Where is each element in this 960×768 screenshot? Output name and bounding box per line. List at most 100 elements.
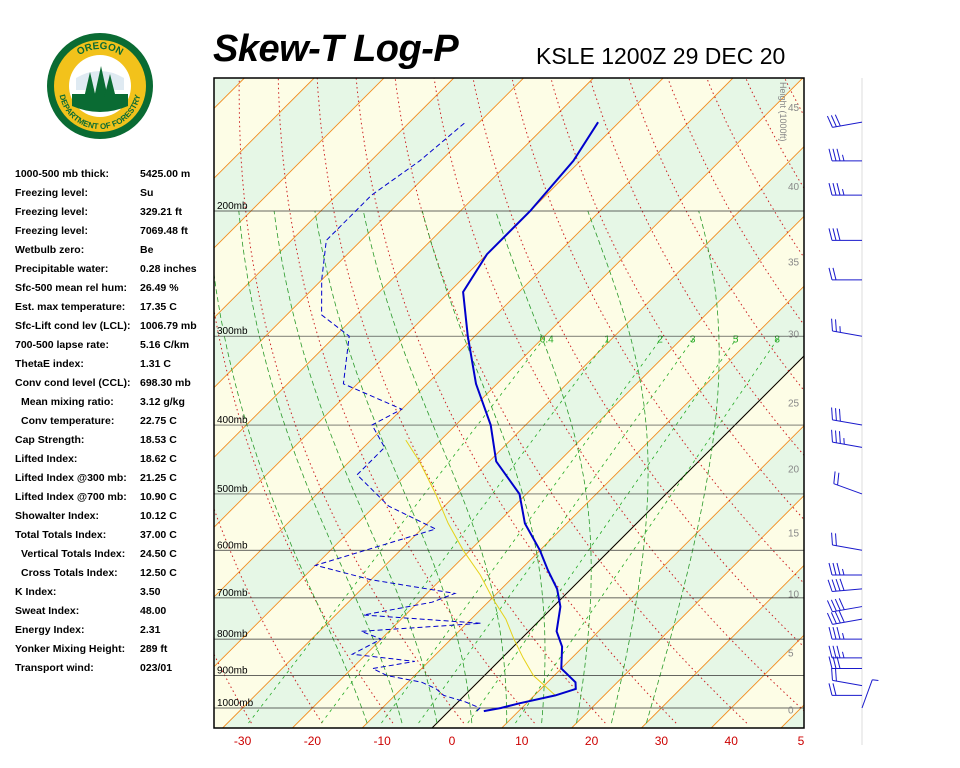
stat-value: 17.35 C (140, 301, 177, 313)
wind-barb-feather (828, 683, 833, 696)
moist-adiabat-line (587, 210, 649, 724)
stat-value: 2.31 (140, 624, 161, 636)
wind-barb-staff (832, 618, 863, 625)
stat-row: 700-500 lapse rate: 5.16 C/km (15, 339, 215, 358)
stat-label: ThetaE index: (15, 358, 84, 370)
wind-barb-feather (835, 668, 837, 682)
isotherm-line (214, 78, 594, 459)
stat-row: Sweat Index: 48.00 (15, 605, 215, 624)
wind-barb-feather (838, 610, 845, 623)
stat-label: Lifted Index @700 mb: (15, 491, 127, 503)
stat-row: Cross Totals Index: 12.50 C (15, 567, 215, 586)
wind-barb-half-feather (872, 679, 879, 681)
stat-value: 10.12 C (140, 510, 177, 522)
isotherm-line (361, 285, 804, 728)
height-tick-label: 5 (788, 648, 794, 659)
wind-barb (831, 429, 863, 448)
stat-row: Est. max temperature: 17.35 C (15, 301, 215, 320)
wind-barb-feather (832, 228, 837, 241)
temperature-profile-line (462, 121, 599, 713)
wind-barb (831, 532, 863, 551)
temperature-band (851, 78, 960, 728)
stat-row: Transport wind: 023/01 (15, 662, 215, 681)
wind-barb-feather (834, 598, 841, 611)
stat-value: 21.25 C (140, 472, 177, 484)
dry-adiabat-line (865, 12, 960, 723)
moist-adiabat-line (238, 210, 403, 724)
stat-value: 18.62 C (140, 453, 177, 465)
stat-row: Freezing level: 7069.48 ft (15, 225, 215, 244)
wind-barb (828, 183, 862, 196)
temperature-band (781, 705, 804, 728)
isotherm-line (214, 78, 385, 249)
wind-barb-feather (831, 429, 833, 443)
sounding-profiles (313, 121, 599, 713)
stat-value: 18.53 C (140, 434, 177, 446)
moist-adiabat-line (421, 210, 546, 724)
dry-adiabat-line (355, 78, 677, 724)
stat-label: Transport wind: (15, 662, 94, 674)
moist-adiabat-line (273, 210, 438, 724)
stat-label: Freezing level: (15, 206, 88, 218)
wind-barb-feather (828, 267, 833, 281)
wind-barb-feather (839, 578, 845, 591)
sounding-indices-panel: 1000-500 mb thick: 5425.00 m Freezing leve… (15, 168, 215, 681)
stat-label: Yonker Mixing Height: (15, 643, 126, 655)
dry-adiabat-line (277, 78, 535, 724)
wind-barb-feather (835, 533, 837, 546)
height-tick-label: 10 (788, 589, 800, 600)
stat-label: Total Totals Index: (15, 529, 107, 541)
stat-label: Freezing level: (15, 187, 88, 199)
stat-value: 1006.79 mb (140, 320, 197, 332)
wind-barb-feather (834, 114, 841, 127)
wind-barb-feather (832, 645, 837, 658)
x-tick-label: -30 (234, 734, 252, 748)
wind-barb-feather (836, 656, 841, 669)
height-tick-label: 45 (788, 103, 800, 114)
wind-barb-feather (830, 115, 837, 127)
wind-barb-feather (827, 579, 833, 592)
dewpoint-profile-line (313, 121, 481, 712)
moist-adiabat-lines (214, 210, 720, 724)
mixing-ratio-label: 8 (774, 334, 780, 345)
isotherm-line (571, 494, 804, 728)
wind-barb-half-feather (842, 651, 845, 658)
moist-adiabat-line (495, 210, 592, 724)
stat-value: 3.50 (140, 586, 161, 598)
stat-row: Lifted Index: 18.62 C (15, 453, 215, 472)
plot-frame (213, 77, 805, 729)
wind-barb-feather (835, 578, 841, 591)
wind-barb-feather (836, 228, 841, 241)
moist-adiabat-line (645, 210, 720, 724)
stat-value: 48.00 (140, 605, 167, 617)
stat-row: Lifted Index @300 mb: 21.25 C (15, 472, 215, 491)
stat-row: Precipitable water: 0.28 inches (15, 263, 215, 282)
wind-barb (828, 626, 862, 640)
stat-label: K Index: (15, 586, 57, 598)
stat-value: 3.12 g/kg (140, 396, 185, 408)
stat-row: Lifted Index @700 mb: 10.90 C (15, 491, 215, 510)
stat-row: Vertical Totals Index: 24.50 C (15, 548, 215, 567)
mixing-ratio-label: 2 (657, 334, 663, 345)
pressure-label: 400mb (217, 415, 248, 426)
dry-adiabat-line (472, 78, 804, 648)
wind-barb-feather (828, 656, 833, 669)
pressure-label: 300mb (217, 326, 248, 337)
mixing-ratio-label: 0.4 (540, 334, 554, 345)
height-tick-label: 30 (788, 330, 800, 341)
stat-row: ThetaE index: 1.31 C (15, 358, 215, 377)
stat-row: Conv cond level (CCL): 698.30 mb (15, 377, 215, 396)
stat-label: 1000-500 mb thick: (15, 168, 109, 180)
wind-barb-feather (836, 562, 841, 576)
isotherm-line (851, 78, 960, 728)
wind-barb-feather (835, 408, 837, 421)
stat-value: 26.49 % (140, 282, 179, 294)
wind-barb-feather (826, 115, 833, 128)
isotherm-line (214, 78, 734, 598)
wind-barb-half-feather (842, 568, 845, 576)
stat-row: Freezing level: 329.21 ft (15, 206, 215, 225)
isotherm-line (214, 78, 455, 319)
pressure-label: 500mb (217, 484, 248, 495)
stat-row: Yonker Mixing Height: 289 ft (15, 643, 215, 662)
